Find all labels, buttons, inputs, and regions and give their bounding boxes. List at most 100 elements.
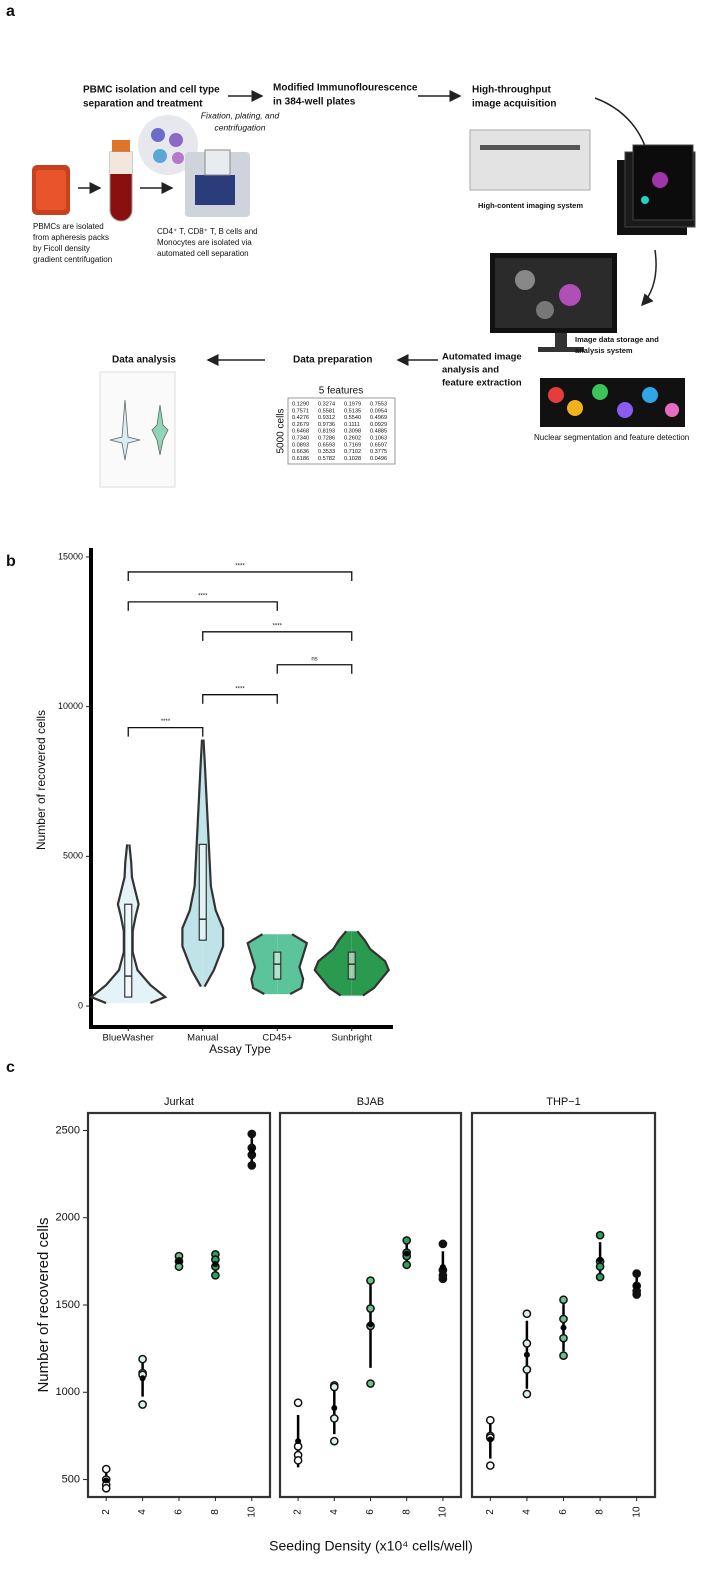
- x-tick-label: 10: [438, 1506, 449, 1518]
- diagram: PBMC isolation and cell type separation a…: [33, 83, 689, 462]
- violin-outline: [313, 930, 348, 997]
- y-tick-label: 5000: [63, 851, 83, 861]
- matrix-cell: 0.2602: [344, 435, 361, 441]
- matrix-cell: 0.6636: [292, 449, 309, 455]
- significance-bracket: [202, 631, 353, 641]
- violin-chart: 0 5000 10000 15000 Number of recovered cells…: [34, 548, 393, 1056]
- x-tick-label: 6: [174, 1509, 185, 1515]
- matrix-cell: 0.1028: [344, 456, 361, 462]
- violin-fill: [351, 931, 389, 996]
- point: [293, 1455, 303, 1465]
- mean-point: [331, 1404, 338, 1411]
- violin-outline: [356, 930, 391, 997]
- point: [329, 1414, 339, 1423]
- x-tick-label: 2: [485, 1509, 496, 1515]
- point: [522, 1389, 532, 1399]
- mean-point: [560, 1324, 567, 1331]
- diagram-label: High-content imaging system: [478, 201, 583, 210]
- box: [124, 903, 133, 998]
- significance-bracket: [127, 601, 278, 611]
- x-tick-label: CD45+: [262, 1033, 292, 1044]
- mean-point: [139, 1375, 146, 1382]
- matrix-cell: 0.5540: [344, 415, 361, 421]
- matrix-cell: 0.0893: [292, 442, 309, 448]
- x-tick-label: 6: [558, 1509, 569, 1515]
- matrix-cell: 0.9312: [318, 415, 335, 421]
- point: [366, 1276, 375, 1285]
- point: [559, 1314, 568, 1324]
- illustrations: [32, 115, 696, 488]
- matrix-cell: 0.3274: [318, 401, 335, 407]
- y-tick-label: 2500: [56, 1124, 80, 1136]
- x-tick-label: BlueWasher: [103, 1033, 154, 1044]
- x-tick-label: Manual: [187, 1033, 218, 1044]
- diagram-label: in 384-well plates: [273, 97, 356, 108]
- matrix-title: 5 features: [319, 386, 363, 397]
- matrix-cell: 0.3775: [370, 449, 387, 455]
- violin-fill: [202, 739, 224, 987]
- x-axis-title: Seeding Density (x10⁴ cells/well): [269, 1538, 473, 1554]
- diagram-label: analysis system: [575, 346, 633, 355]
- diagram-label: Automated image: [442, 352, 522, 363]
- diagram-label: analysis and: [442, 365, 499, 376]
- matrix-cell: 0.7571: [292, 408, 309, 414]
- point: [559, 1333, 568, 1343]
- diagram-label: Fixation, plating, and: [201, 110, 280, 120]
- diagram-label: Modified Immunoflourescence: [273, 83, 418, 94]
- matrix-cell: 0.7286: [318, 435, 335, 441]
- diagram-label: Nuclear segmentation and feature detecti…: [534, 433, 689, 442]
- box: [347, 951, 356, 980]
- violin-fill: [182, 739, 203, 987]
- diagram-label: High-throughput: [472, 85, 552, 96]
- significance-label: ns: [311, 656, 317, 662]
- point: [522, 1309, 532, 1319]
- panel-label: c: [6, 1059, 15, 1076]
- point: [247, 1129, 257, 1139]
- panel-label: b: [6, 553, 16, 570]
- mean-point: [295, 1438, 302, 1445]
- x-tick-label: 4: [329, 1509, 340, 1515]
- x-tick-label: 6: [365, 1509, 376, 1515]
- y-tick-label: 15000: [58, 551, 83, 561]
- matrix-cell: 0.7102: [344, 449, 361, 455]
- point: [101, 1483, 111, 1493]
- point: [595, 1272, 605, 1282]
- diagram-label: image acquisition: [472, 99, 556, 110]
- violin-outline: [289, 933, 309, 996]
- mean-point: [633, 1282, 640, 1289]
- point: [485, 1415, 495, 1425]
- violin-outline: [89, 844, 129, 1005]
- violin-outline: [128, 844, 168, 1005]
- x-tick-label: 8: [401, 1509, 412, 1515]
- mean-point: [248, 1147, 255, 1154]
- matrix-cell: 0.1111: [344, 422, 360, 428]
- y-tick-label: 10000: [58, 701, 83, 711]
- violin-outline: [202, 739, 225, 988]
- point: [211, 1270, 220, 1280]
- significance-bracket: [202, 694, 278, 704]
- point: [247, 1161, 257, 1170]
- point: [632, 1269, 642, 1278]
- facet-title: Jurkat: [164, 1096, 194, 1108]
- x-tick-label: Sunbright: [331, 1033, 372, 1044]
- matrix-cell: 0.3098: [344, 429, 361, 435]
- diagram-label: Data analysis: [112, 355, 176, 366]
- matrix-cell: 0.5782: [318, 456, 335, 462]
- diagram-label: centrifugation: [214, 122, 265, 132]
- matrix-cell: 0.5581: [318, 408, 335, 414]
- point: [559, 1351, 568, 1360]
- matrix-cell: 0.4969: [370, 415, 387, 421]
- matrix-cell: 0.8193: [318, 429, 335, 435]
- violin-fill: [314, 931, 352, 996]
- significance-bracket: [276, 664, 353, 674]
- matrix-cell: 0.1979: [344, 401, 361, 407]
- point: [138, 1400, 147, 1409]
- significance-label: ****: [198, 593, 208, 599]
- matrix-cell: 0.7169: [344, 442, 361, 448]
- x-axis-title: Assay Type: [209, 1042, 271, 1056]
- mean-point: [176, 1258, 182, 1265]
- diagram-label: separation and treatment: [83, 99, 203, 110]
- point: [522, 1365, 532, 1374]
- violin-outline: [246, 933, 265, 996]
